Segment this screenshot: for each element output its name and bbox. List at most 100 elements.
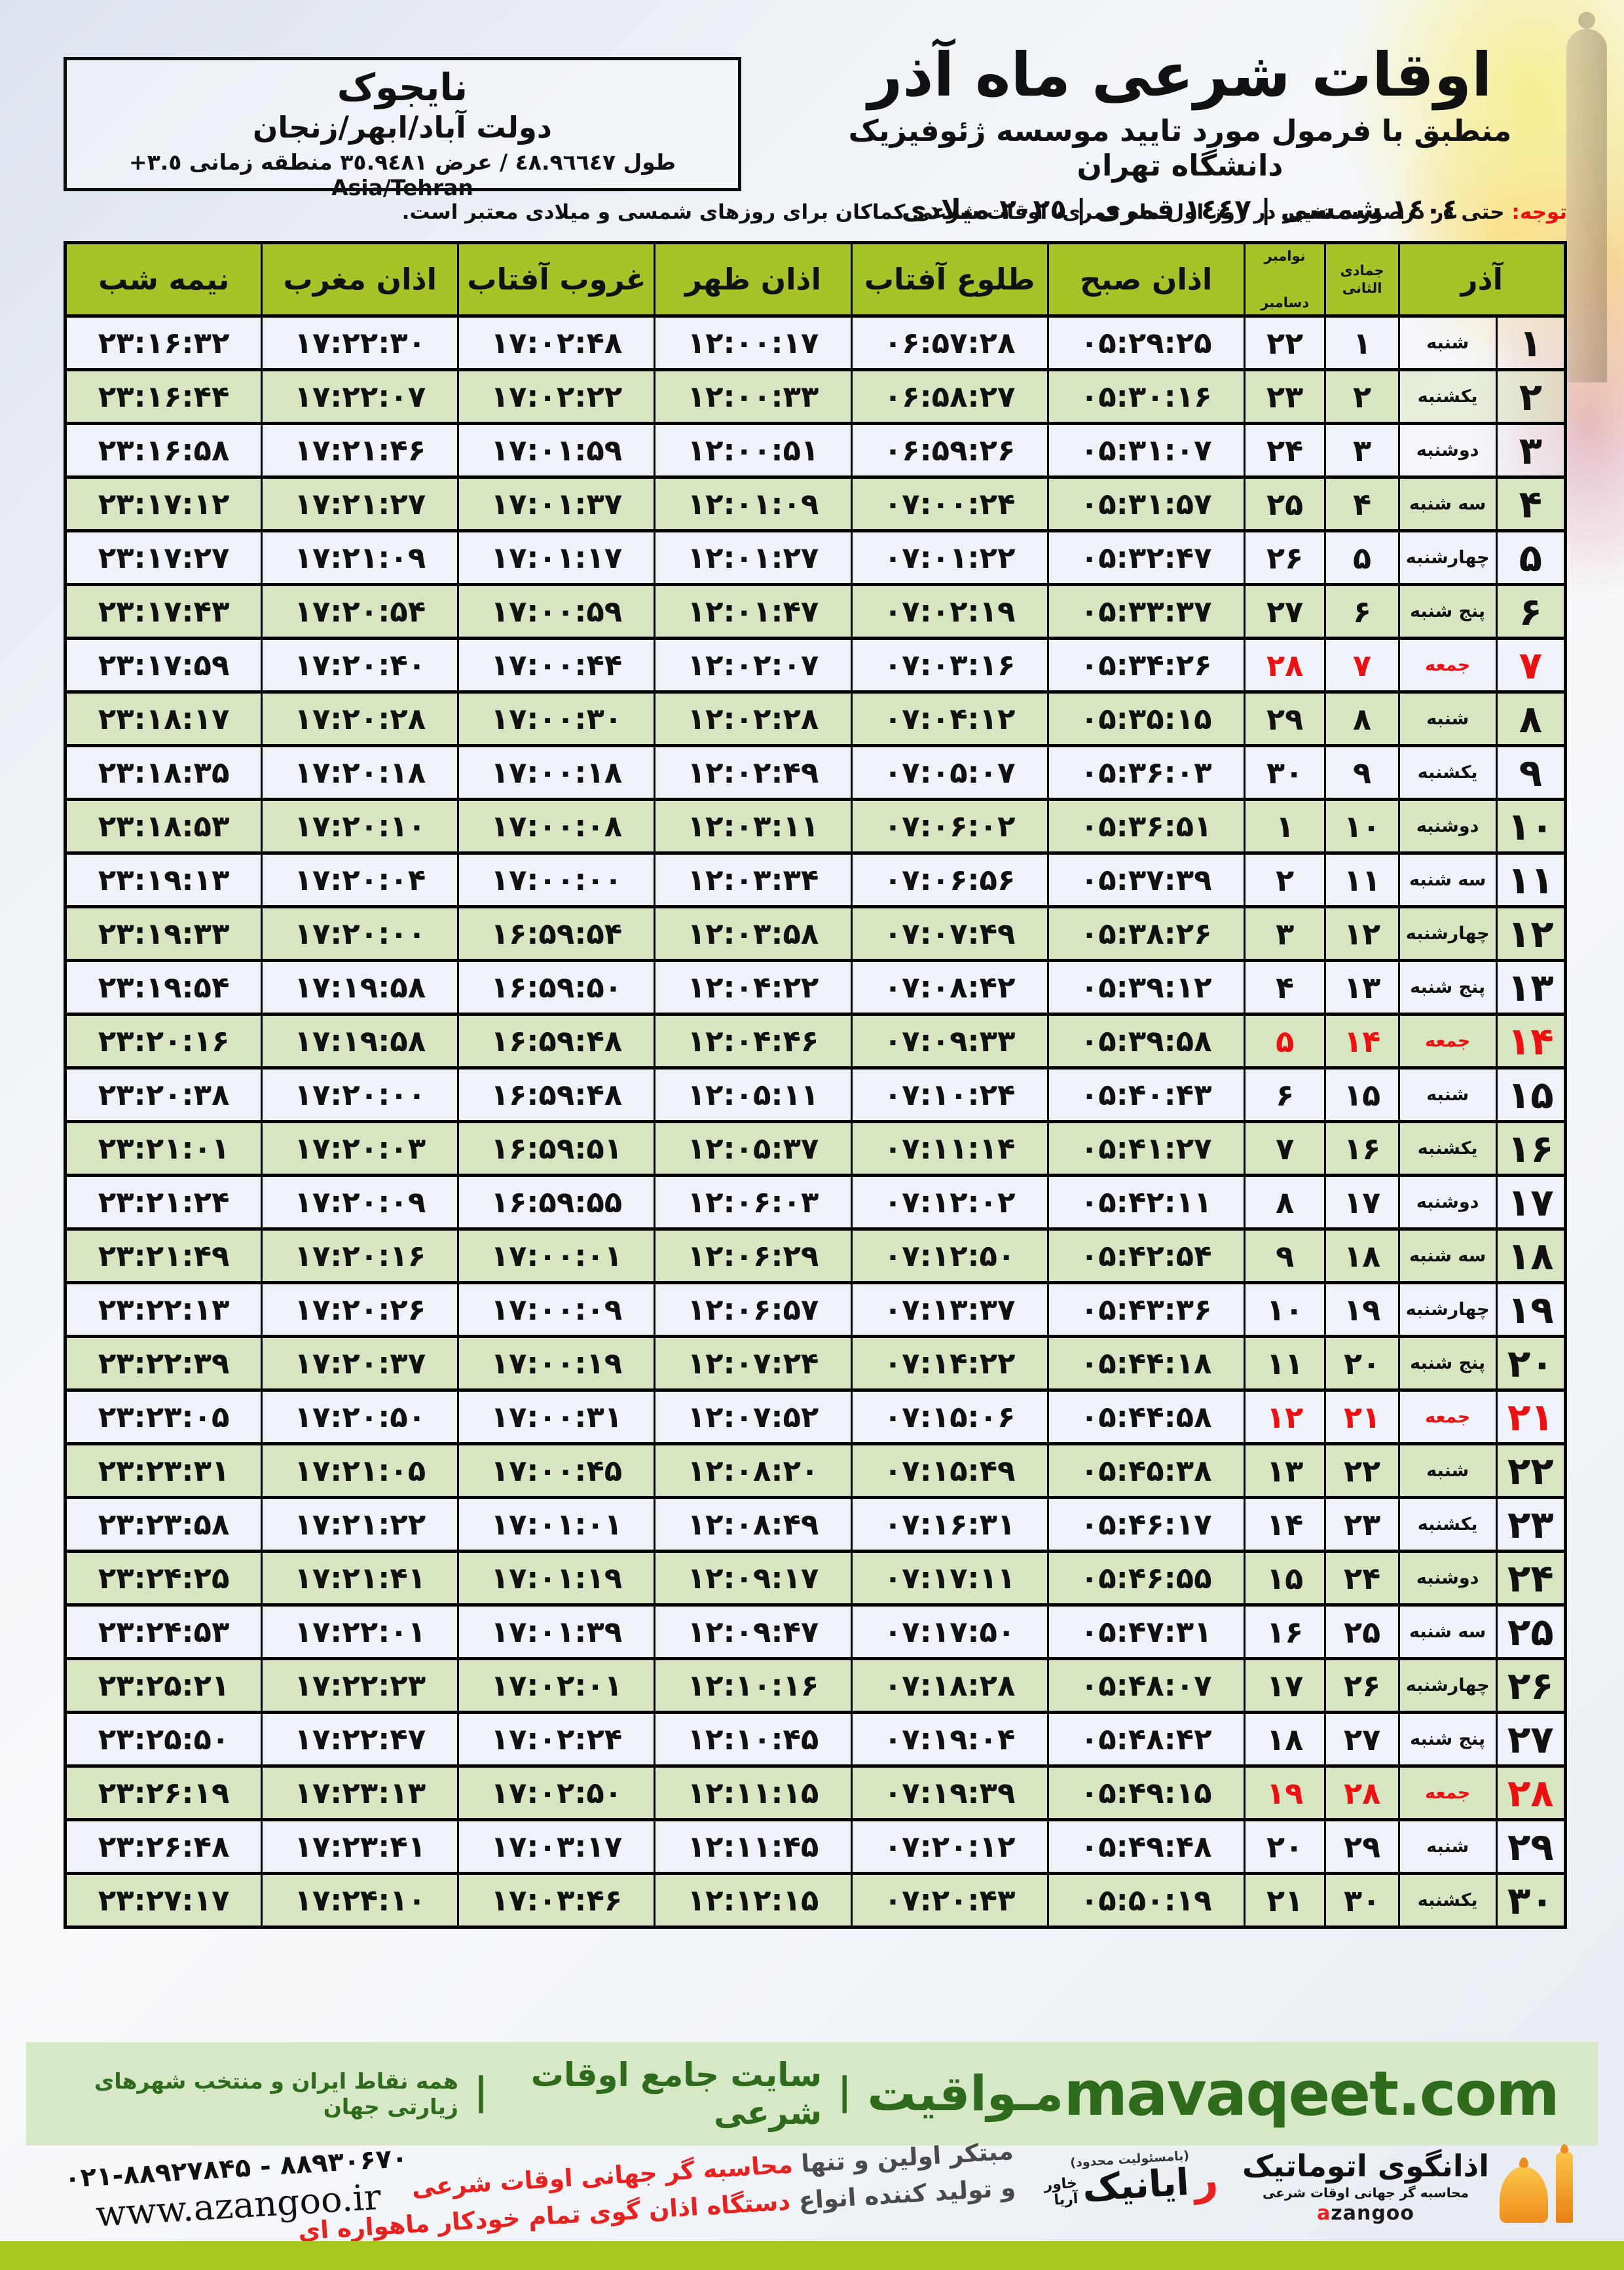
gregorian-day: ۱۹ <box>1243 1764 1327 1821</box>
fajr-time: ۰۵:۴۹:۱۵ <box>1046 1764 1246 1821</box>
time-value: ۱۲:۱۰:۴۵ <box>687 1722 819 1757</box>
time-value: ۱۲:۰۸:۴۹ <box>687 1507 819 1542</box>
time-value: ۰۵:۳۰:۱۶ <box>1080 379 1212 414</box>
time-value: ۱۷:۰۱:۱۷ <box>490 540 623 575</box>
time-value: ۱۷:۲۳:۴۱ <box>294 1829 426 1864</box>
table-row: ۹ یکشنبه ۹ ۳۰ ۰۵:۳۶:۰۳ ۰۷:۰۵:۰۷ ۱۲:۰۲:۴۹ ۱۷:۰۰:… <box>64 744 1567 801</box>
note-label: توجه: <box>1511 200 1567 224</box>
rayanik-subname: خاور آریا <box>1044 2175 1079 2209</box>
time-value: ۰۷:۱۴:۲۲ <box>883 1346 1016 1381</box>
fajr-time: ۰۵:۳۸:۲۶ <box>1046 905 1246 962</box>
gregorian-month-header: نوامبر دسامبر <box>1243 241 1327 318</box>
sunrise-time: ۰۶:۵۷:۲۸ <box>850 314 1049 371</box>
table-row: ۳ دوشنبه ۳ ۲۴ ۰۵:۳۱:۰۷ ۰۶:۵۹:۲۶ ۱۲:۰۰:۵۱ ۱۷:۰۱:… <box>64 422 1567 479</box>
hijri-day: ۲۴ <box>1324 1550 1400 1607</box>
sunset-time: ۱۷:۰۱:۳۹ <box>457 1603 656 1660</box>
table-row: ۱۹ چهارشنبه ۱۹ ۱۰ ۰۵:۴۳:۳۶ ۰۷:۱۳:۳۷ ۱۲:۰۶:۵۷ ۱۷… <box>64 1281 1567 1338</box>
time-value: ۱۷:۲۰:۲۸ <box>294 701 426 736</box>
sunset-time: ۱۶:۵۹:۵۴ <box>457 905 656 962</box>
dome-shape <box>1500 2167 1548 2223</box>
weekday: جمعه <box>1397 1013 1498 1070</box>
hijri-day: ۱۶ <box>1324 1120 1400 1177</box>
location-coordinates: طول ٤٨.٩٦٦٤٧ / عرض ٣٥.٩٤٨١ منطقه زمانی ٣… <box>128 149 676 200</box>
sunrise-time: ۰۷:۱۰:۲۴ <box>850 1066 1049 1123</box>
time-value: ۲۳:۱۸:۳۵ <box>98 755 230 790</box>
sunrise-time: ۰۷:۱۹:۰۴ <box>850 1711 1049 1768</box>
time-value: ۱۲:۰۱:۴۷ <box>687 594 819 629</box>
sunset-time: ۱۷:۰۱:۱۷ <box>457 529 656 586</box>
sunset-time: ۱۷:۰۰:۴۵ <box>457 1442 656 1499</box>
fajr-time: ۰۵:۴۱:۲۷ <box>1046 1120 1246 1177</box>
fajr-time: ۰۵:۴۷:۳۱ <box>1046 1603 1246 1660</box>
midnight-time: ۲۳:۱۶:۵۸ <box>64 422 263 479</box>
table-row: ۱۴ جمعه ۱۴ ۵ ۰۵:۳۹:۵۸ ۰۷:۰۹:۳۳ ۱۲:۰۴:۴۶ ۱۶:۵۹:۴… <box>64 1013 1567 1070</box>
time-value: ۱۲:۰۵:۱۱ <box>687 1077 819 1112</box>
rayanik-name: ایانیک <box>1081 2161 1190 2210</box>
time-value: ۱۷:۲۳:۱۳ <box>294 1776 426 1810</box>
hijri-day: ۱۱ <box>1324 851 1400 908</box>
sunrise-time: ۰۷:۱۵:۰۶ <box>850 1388 1049 1445</box>
time-value: ۰۵:۴۳:۳۶ <box>1080 1292 1212 1327</box>
dhuhr-time: ۱۲:۰۱:۴۷ <box>654 583 853 640</box>
midnight-time: ۲۳:۱۹:۵۴ <box>64 959 263 1016</box>
maghrib-time: ۱۷:۱۹:۵۸ <box>261 1013 460 1070</box>
dhuhr-time: ۱۲:۰۴:۴۶ <box>654 1013 853 1070</box>
hijri-day: ۳ <box>1324 422 1400 479</box>
table-row: ۱۸ سه شنبه ۱۸ ۹ ۰۵:۴۲:۵۴ ۰۷:۱۲:۵۰ ۱۲:۰۶:۲۹ ۱۷:۰… <box>64 1227 1567 1284</box>
hijri-day: ۲ <box>1324 368 1400 425</box>
table-row: ۲۲ شنبه ۲۲ ۱۳ ۰۵:۴۵:۳۸ ۰۷:۱۵:۴۹ ۱۲:۰۸:۲۰ ۱۷:۰۰:… <box>64 1442 1567 1499</box>
hijri-day: ۲۵ <box>1324 1603 1400 1660</box>
azar-day: ۲۳ <box>1495 1496 1567 1553</box>
time-value: ۱۷:۲۰:۳۷ <box>294 1346 426 1381</box>
fajr-time: ۰۵:۳۳:۳۷ <box>1046 583 1246 640</box>
mavaqeet-brand: مـواقیت <box>867 2066 1064 2122</box>
azar-day: ۴ <box>1495 475 1567 532</box>
weekday: چهارشنبه <box>1397 529 1498 586</box>
gregorian-month-bottom: دسامبر <box>1261 294 1310 310</box>
hijri-day: ۸ <box>1324 690 1400 747</box>
sunrise-time: ۰۷:۰۹:۳۳ <box>850 1013 1049 1070</box>
time-value: ۱۲:۰۴:۲۲ <box>687 970 819 1005</box>
slogan-block: مبتکر اولین و تنها محاسبه گر جهانی اوقات… <box>297 2133 1016 2245</box>
sunset-time: ۱۷:۰۲:۴۸ <box>457 314 656 371</box>
table-row: ۱۵ شنبه ۱۵ ۶ ۰۵:۴۰:۴۳ ۰۷:۱۰:۲۴ ۱۲:۰۵:۱۱ ۱۶:۵۹:۴… <box>64 1066 1567 1123</box>
mavaqeet-site-link: mavaqeet.com <box>1063 2058 1560 2130</box>
mosque-dome-icon <box>1500 2148 1578 2227</box>
maghrib-time: ۱۷:۲۰:۱۰ <box>261 798 460 855</box>
time-value: ۰۵:۴۷:۳۱ <box>1080 1614 1212 1649</box>
time-value: ۰۵:۳۹:۱۲ <box>1080 970 1212 1005</box>
maghrib-time: ۱۷:۲۰:۲۶ <box>261 1281 460 1338</box>
header-gap <box>1246 265 1323 294</box>
fajr-time: ۰۵:۳۱:۰۷ <box>1046 422 1246 479</box>
footer: ۰۲۱-۸۸۹۲۷۸۴۵ - ۸۸۹۳۰۶۷۰ www.azangoo.ir م… <box>0 2137 1624 2245</box>
hijri-day: ۱۹ <box>1324 1281 1400 1338</box>
gregorian-day: ۲۴ <box>1243 422 1327 479</box>
dhuhr-time: ۱۲:۰۲:۲۸ <box>654 690 853 747</box>
midnight-time: ۲۳:۱۷:۱۲ <box>64 475 263 532</box>
sunrise-time: ۰۷:۱۳:۳۷ <box>850 1281 1049 1338</box>
mavaqeet-tagline: همه نقاط ایران و منتخب شهرهای زیارتی جها… <box>94 2068 458 2119</box>
midnight-time: ۲۳:۱۹:۳۳ <box>64 905 263 962</box>
weekday: شنبه <box>1397 1818 1498 1875</box>
time-value: ۲۳:۱۶:۳۲ <box>98 326 230 360</box>
time-value: ۱۷:۲۲:۳۰ <box>294 326 426 360</box>
time-value: ۰۵:۴۴:۵۸ <box>1080 1400 1212 1434</box>
time-value: ۰۵:۴۰:۴۳ <box>1080 1077 1212 1112</box>
table-row: ۷ جمعه ۷ ۲۸ ۰۵:۳۴:۲۶ ۰۷:۰۳:۱۶ ۱۲:۰۲:۰۷ ۱۷:۰۰:۴۴… <box>64 637 1567 694</box>
weekday: چهارشنبه <box>1397 1657 1498 1714</box>
time-value: ۲۳:۱۷:۱۲ <box>98 487 230 521</box>
sunset-time: ۱۷:۰۱:۰۱ <box>457 1496 656 1553</box>
azar-day: ۸ <box>1495 690 1567 747</box>
time-value: ۲۳:۱۸:۱۷ <box>98 701 230 736</box>
table-row: ۲۰ پنج شنبه ۲۰ ۱۱ ۰۵:۴۴:۱۸ ۰۷:۱۴:۲۲ ۱۲:۰۷:۲۴ ۱۷… <box>64 1335 1567 1392</box>
time-value: ۱۶:۵۹:۵۱ <box>490 1131 623 1166</box>
table-row: ۲۳ یکشنبه ۲۳ ۱۴ ۰۵:۴۶:۱۷ ۰۷:۱۶:۳۱ ۱۲:۰۸:۴۹ ۱۷:۰… <box>64 1496 1567 1553</box>
time-value: ۲۳:۲۲:۱۳ <box>98 1292 230 1327</box>
midnight-time: ۲۳:۲۵:۲۱ <box>64 1657 263 1714</box>
midnight-time: ۲۳:۲۳:۰۵ <box>64 1388 263 1445</box>
azar-day: ۵ <box>1495 529 1567 586</box>
time-value: ۱۷:۲۱:۴۶ <box>294 433 426 468</box>
time-value: ۱۷:۰۲:۰۱ <box>490 1668 623 1703</box>
time-value: ۲۳:۲۱:۲۴ <box>98 1185 230 1219</box>
maghrib-time: ۱۷:۲۲:۰۱ <box>261 1603 460 1660</box>
